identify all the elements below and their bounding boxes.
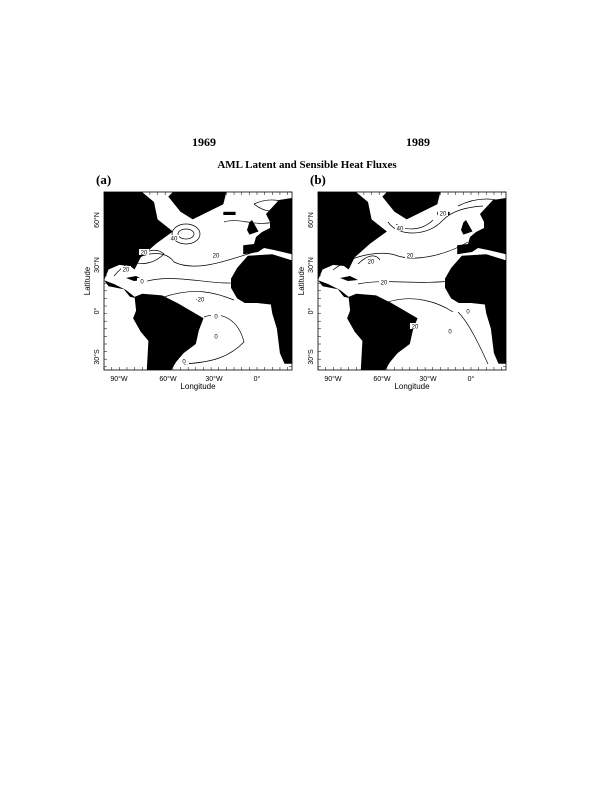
panel-year: 1969 <box>192 135 216 149</box>
contour-label: 0 <box>448 330 452 336</box>
x-tick-label: 0° <box>468 375 475 383</box>
contour-label: 0 <box>182 360 186 366</box>
contour-label-bg <box>438 210 448 216</box>
contour-label: 20 <box>381 281 388 287</box>
x-axis-label: Longitude <box>180 382 216 391</box>
contour-label: 20 <box>368 260 375 266</box>
map-frame <box>103 191 293 371</box>
contour-label-bg <box>169 235 179 241</box>
contour-label-bg <box>463 308 473 314</box>
y-tick-label: 0° <box>307 307 315 314</box>
land <box>104 192 292 370</box>
contour-label: 40 <box>171 237 178 243</box>
y-tick-label: 30°N <box>93 257 101 273</box>
map-frame <box>317 191 507 371</box>
contour-label: 20 <box>440 212 447 218</box>
contour-label-bg <box>195 296 205 302</box>
x-tick-label: 30°W <box>205 375 223 383</box>
panel: 1989 (b) 90°W 60°W 30°W 0° 60°N 30°N 0° 30°S Longi… <box>297 135 507 391</box>
x-tick-label: 0° <box>254 375 261 383</box>
y-tick-label: 30°S <box>307 349 315 365</box>
y-tick-label: 60°N <box>93 212 101 228</box>
y-tick-label: 0° <box>93 307 101 314</box>
contour-label: 20 <box>141 251 148 257</box>
panel: 1969 (a) 90°W 60°W 30°W 0° 60°N 30°N 0° 30°S Longi… <box>83 135 293 391</box>
x-tick-label: 60°W <box>159 375 177 383</box>
x-tick-label: 90°W <box>324 375 342 383</box>
y-tick-label: 30°S <box>93 349 101 365</box>
panel-label: (a) <box>96 172 111 187</box>
y-axis-label: Latitude <box>297 266 306 295</box>
contour-label-bg <box>379 279 389 285</box>
contour-label-bg <box>211 333 221 339</box>
contour-label-bg <box>137 278 147 284</box>
contour-label-bg <box>405 252 415 258</box>
contour-label-bg <box>179 358 189 364</box>
contour-label-bg <box>139 249 149 255</box>
contour-label: 0 <box>466 310 470 316</box>
contour-label-bg <box>121 266 131 272</box>
y-tick-label: 30°N <box>307 257 315 273</box>
contour-label-bg <box>395 225 405 231</box>
map <box>318 192 506 370</box>
y-axis-label: Latitude <box>83 266 92 295</box>
contour-label: 20 <box>412 325 419 331</box>
x-tick-label: 60°W <box>373 375 391 383</box>
contour-label: 20 <box>213 254 220 260</box>
figure-title: AML Latent and Sensible Heat Fluxes <box>217 159 397 171</box>
contour-label: 0 <box>140 280 144 286</box>
contour-label: 0 <box>214 315 218 321</box>
x-axis-label: Longitude <box>394 382 430 391</box>
contour-label: 0 <box>214 335 218 341</box>
map <box>104 192 292 370</box>
x-tick-label: 90°W <box>110 375 128 383</box>
panel-year: 1989 <box>406 135 430 149</box>
panel-label: (b) <box>310 172 326 187</box>
x-tick-label: 30°W <box>419 375 437 383</box>
contour-label-bg <box>366 258 376 264</box>
contour-label: -20 <box>196 298 205 304</box>
contour-label-bg <box>445 328 455 334</box>
contour-label-bg <box>211 313 221 319</box>
contour-label: 20 <box>123 268 130 274</box>
contour-label-bg <box>211 252 221 258</box>
contour-label: 20 <box>407 254 414 260</box>
contour-label-bg <box>410 323 420 329</box>
y-tick-label: 60°N <box>307 212 315 228</box>
contour-label: 40 <box>397 227 404 233</box>
